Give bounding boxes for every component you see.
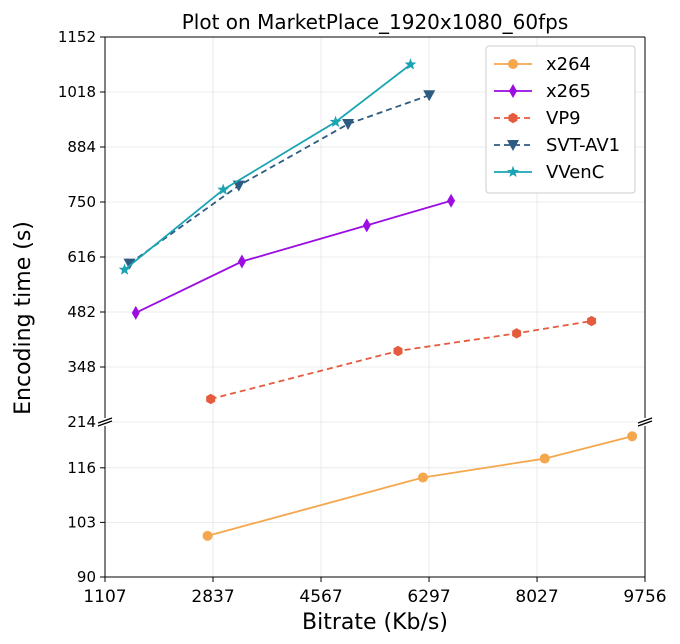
series-group (118, 58, 638, 541)
data-point (131, 305, 140, 320)
legend-label: VVenC (546, 162, 604, 183)
data-point (512, 328, 522, 339)
series-x265 (131, 193, 456, 320)
legend-item: SVT-AV1 (494, 135, 620, 156)
data-point (627, 431, 638, 442)
axis-break-slash (637, 420, 653, 427)
legend-label: SVT-AV1 (546, 135, 620, 156)
y-tick-label: 616 (67, 248, 96, 266)
legend-marker (507, 165, 519, 178)
series-svt-av1 (123, 90, 436, 270)
legend-marker (508, 112, 518, 124)
series-x264 (202, 431, 638, 541)
data-point (237, 254, 246, 269)
legend-item: x265 (494, 81, 591, 102)
axes: 1107 2837 4567 6297 8027 9756 1152 1018 884 750 61… (58, 28, 667, 607)
data-point (217, 183, 230, 195)
series-line (135, 199, 452, 314)
data-point (417, 472, 428, 483)
legend-marker (508, 59, 518, 69)
x-tick-label: 2837 (191, 587, 234, 607)
y-tick-label: 90 (77, 568, 96, 586)
series-vp9 (206, 315, 597, 405)
data-point (423, 90, 436, 102)
data-point (447, 193, 456, 208)
data-point (404, 58, 417, 70)
data-point (393, 345, 403, 357)
legend-label: x265 (546, 81, 591, 102)
axis-break-mark (97, 417, 113, 427)
legend-marker (509, 84, 517, 98)
x-tick-label: 9756 (623, 587, 666, 607)
legend-label: VP9 (546, 108, 581, 129)
x-tick-label: 6297 (407, 587, 450, 607)
data-point (329, 115, 342, 127)
y-tick-label: 1152 (58, 28, 96, 46)
y-tick-label: 482 (67, 303, 96, 321)
legend-item: x264 (494, 54, 591, 75)
series-line (210, 320, 592, 400)
data-point (123, 258, 136, 270)
legend-marker (507, 140, 519, 151)
y-tick-label: 348 (67, 358, 96, 376)
series-line (123, 63, 412, 271)
series-line (207, 435, 633, 537)
y-tick-label: 750 (67, 193, 96, 211)
axis-break-gap (98, 418, 112, 426)
y-tick-label: 214 (67, 413, 96, 431)
axis-break-slash (97, 417, 113, 424)
legend-box (485, 45, 636, 194)
y-axis-title: Encoding time (s) (11, 221, 36, 415)
axis-break-slash (97, 420, 113, 427)
y-tick-label: 884 (67, 138, 96, 156)
data-point (362, 218, 371, 233)
data-point (342, 119, 355, 131)
data-point (232, 180, 245, 192)
x-tick-label: 4567 (299, 587, 342, 607)
data-point (206, 393, 216, 405)
y-tick-label: 103 (67, 513, 96, 531)
grid (104, 36, 646, 578)
data-point (539, 453, 550, 464)
data-point (587, 315, 597, 327)
axis-break-slash (637, 417, 653, 424)
data-point (118, 263, 131, 275)
chart-title: Plot on MarketPlace_1920x1080_60fps (182, 10, 568, 34)
y-tick-label: 116 (67, 459, 96, 477)
y-tick-label: 1018 (58, 83, 96, 101)
x-tick-label: 1107 (83, 587, 126, 607)
x-axis-title: Bitrate (Kb/s) (302, 610, 448, 635)
axis-break-mark (637, 417, 653, 427)
legend-item: VP9 (494, 108, 581, 129)
series-line (129, 94, 430, 265)
legend-label: x264 (546, 54, 591, 75)
series-vvenc (118, 58, 417, 275)
x-tick-label: 8027 (515, 587, 558, 607)
legend: x264 x265 VP9 SVT-AV1 VVenC (485, 45, 636, 194)
legend-item: VVenC (494, 162, 604, 183)
axis-break-gap (638, 418, 652, 426)
data-point (202, 530, 213, 541)
